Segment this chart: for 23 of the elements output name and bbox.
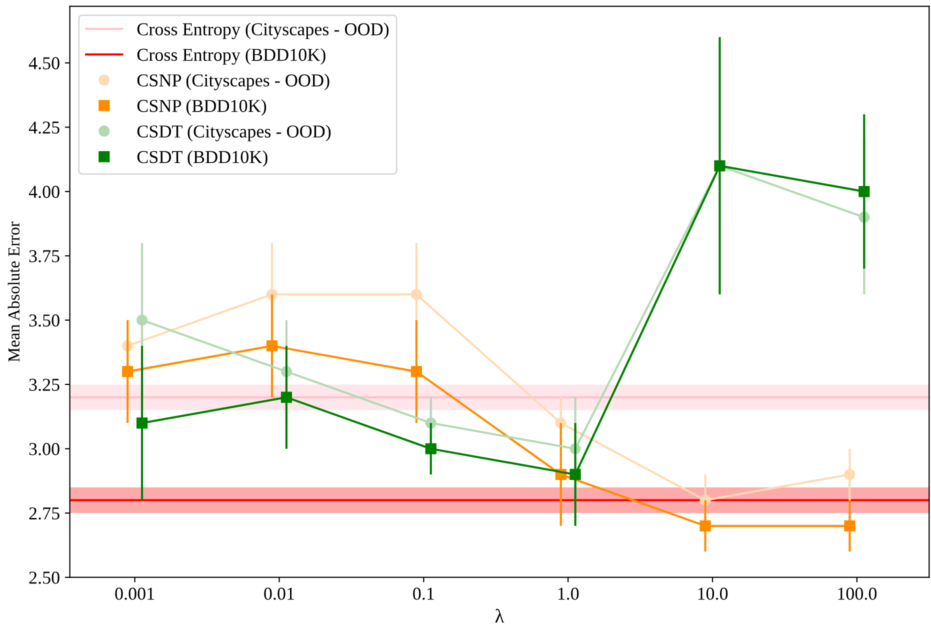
x-tick-label: 10.0 [698,588,728,600]
x-axis-title: λ [495,608,504,623]
x-tick-label: 1.0 [558,588,579,600]
legend-label: CSDT (Cityscapes - OOD) [137,124,331,142]
legend-label: CSDT (BDD10K) [137,150,268,167]
y-tick-label: 3.50 [29,314,60,327]
legend-label: CSNP (Cityscapes - OOD) [137,74,330,90]
y-tick-label: 4.00 [28,186,60,198]
x-tick-label: 100.0 [838,588,877,600]
x-tick-label: 0.1 [413,588,434,600]
y-tick-label: 3.75 [29,250,60,262]
y-axis-title: Mean Absolute Error [8,222,20,362]
legend-label: Cross Entropy (Cityscapes - OOD) [137,22,389,40]
legend-label: Cross Entropy (BDD10K) [137,48,326,65]
y-tick-label: 3.00 [29,443,60,456]
legend-label: CSNP (BDD10K) [137,99,266,116]
y-tick-label: 2.75 [29,507,60,520]
y-tick-label: 4.50 [28,57,60,70]
x-tick-label: 0.01 [264,588,294,600]
x-tick-label: 0.001 [115,588,154,600]
y-tick-label: 3.25 [29,378,60,391]
y-tick-label: 4.25 [28,122,60,134]
y-tick-label: 2.50 [29,572,60,584]
